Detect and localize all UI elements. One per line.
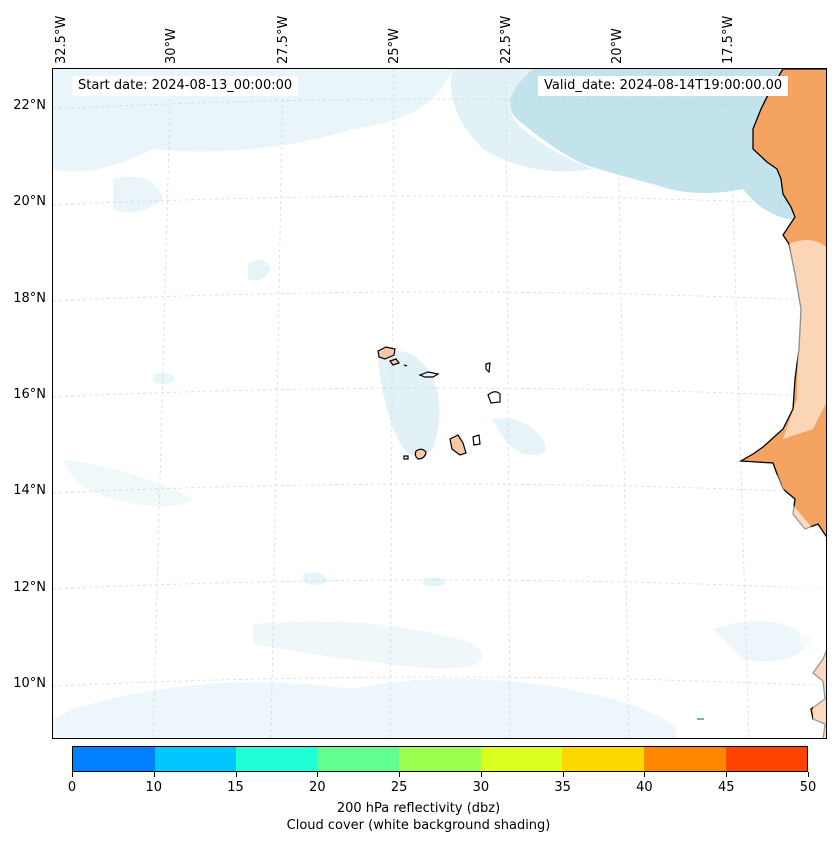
colorbar-tick-label: 30 [472,780,490,795]
colorbar-tick-label: 35 [554,780,571,795]
map-panel [52,68,827,739]
cloud-south-streak [253,621,482,669]
lat-label-14n: 14°N [13,483,46,498]
gridline-lon-17-5w [728,69,750,738]
island-sao-vicente [389,358,400,366]
island-santa-luzia [403,364,408,367]
colorbar-tick-mark [153,772,155,777]
colorbar-tick-mark [808,772,809,777]
cloud-southeast [713,621,813,662]
lon-label-30w: 30°W [164,28,179,64]
colorbar-segment [399,747,481,771]
lon-label-27-5w: 27.5°W [276,15,291,64]
colorbar-tick-label: 50 [799,780,817,795]
cloud-scatter-3 [153,372,175,384]
colorbar-segment [317,747,400,771]
lat-label-18n: 18°N [13,291,46,306]
cloud-islands-plume [378,351,440,457]
gridline-lon-20w [616,69,630,738]
island-santiago [449,434,467,456]
map-gridlines [53,69,826,738]
colorbar-segment [725,747,808,771]
colorbar-segment [73,747,155,771]
colorbar-tick-label: 40 [636,780,653,795]
cloud-scatter-1 [303,572,328,585]
gridline-lat-10n [53,676,826,687]
cloud-cluster-b [113,176,163,213]
lon-label-17-5w: 17.5°W [721,15,736,64]
island-sao-nicolau [418,371,440,378]
map-canvas [53,69,826,738]
colorbar [72,746,808,772]
colorbar-title: 200 hPa reflectivity (dbz) [336,801,501,816]
africa-land-shading [783,240,826,439]
colorbar-tick-mark [480,772,482,777]
cape-verde-islands [377,346,501,460]
cloud-cover [53,69,826,738]
colorbar-tick-mark [399,772,401,777]
gridline-lat-18n [53,291,826,302]
start-date-label: Start date: 2024-08-13_00:00:00 [72,76,299,96]
colorbar-segment [480,747,563,771]
gridline-lon-27-5w [270,69,284,738]
gridline-lat-14n [53,483,826,494]
island-fogo [414,448,427,460]
lon-label-22-5w: 22.5°W [499,15,514,64]
cloud-west-streak [63,459,193,507]
island-santo-antao [377,346,396,360]
island-sal [485,362,491,374]
cloud-northeast [510,69,826,221]
colorbar-tick-label: 0 [67,780,77,795]
colorbar-segment [562,747,644,771]
colorbar-segment [236,747,318,771]
colorbar-tick-label: 45 [717,780,735,795]
colorbar-tick-mark [726,772,728,777]
cloud-central-streak [493,418,546,455]
lon-label-20w: 20°W [610,28,625,64]
valid-date-label: Valid_date: 2024-08-14T19:00:00.00 [538,76,789,96]
colorbar-segment [154,747,237,771]
island-boa-vista [487,391,501,404]
gridline-lon-25w [389,69,395,738]
lat-label-12n: 12°N [13,580,46,595]
colorbar-tick-mark [317,772,319,777]
gridline-lon-30w [152,69,172,738]
africa-land-shading-south [777,474,826,738]
gridline-lat-16n [53,387,826,398]
island-brava [403,455,409,460]
cloud-northeast-fringe [451,69,593,172]
lat-label-16n: 16°N [13,387,46,402]
colorbar-segment [643,747,726,771]
colorbar-tick-mark [72,772,73,777]
cloud-cluster-a [248,260,271,281]
lat-label-10n: 10°N [13,676,46,691]
island-maio [472,434,481,446]
lat-label-22n: 22°N [13,98,46,113]
colorbar-tick-label: 20 [309,780,326,795]
colorbar-tick-label: 15 [227,780,244,795]
lon-label-25w: 25°W [387,28,402,64]
lon-label-32-5w: 32.5°W [54,15,69,64]
cloud-south-band [53,678,677,738]
colorbar-subtitle: Cloud cover (white background shading) [286,818,551,833]
gridline-lat-22n [53,98,826,110]
gridline-lat-20n [53,195,826,206]
colorbar-tick-mark [562,772,564,777]
colorbar-tick-mark [235,772,237,777]
colorbar-tick-label: 10 [145,780,163,795]
lat-label-20n: 20°N [13,194,46,209]
colorbar-tick-mark [644,772,646,777]
cloud-scatter-2 [423,577,445,587]
gridline-lat-12n [53,579,826,590]
colorbar-tick-label: 25 [390,780,408,795]
gridline-lon-22-5w [505,69,511,738]
